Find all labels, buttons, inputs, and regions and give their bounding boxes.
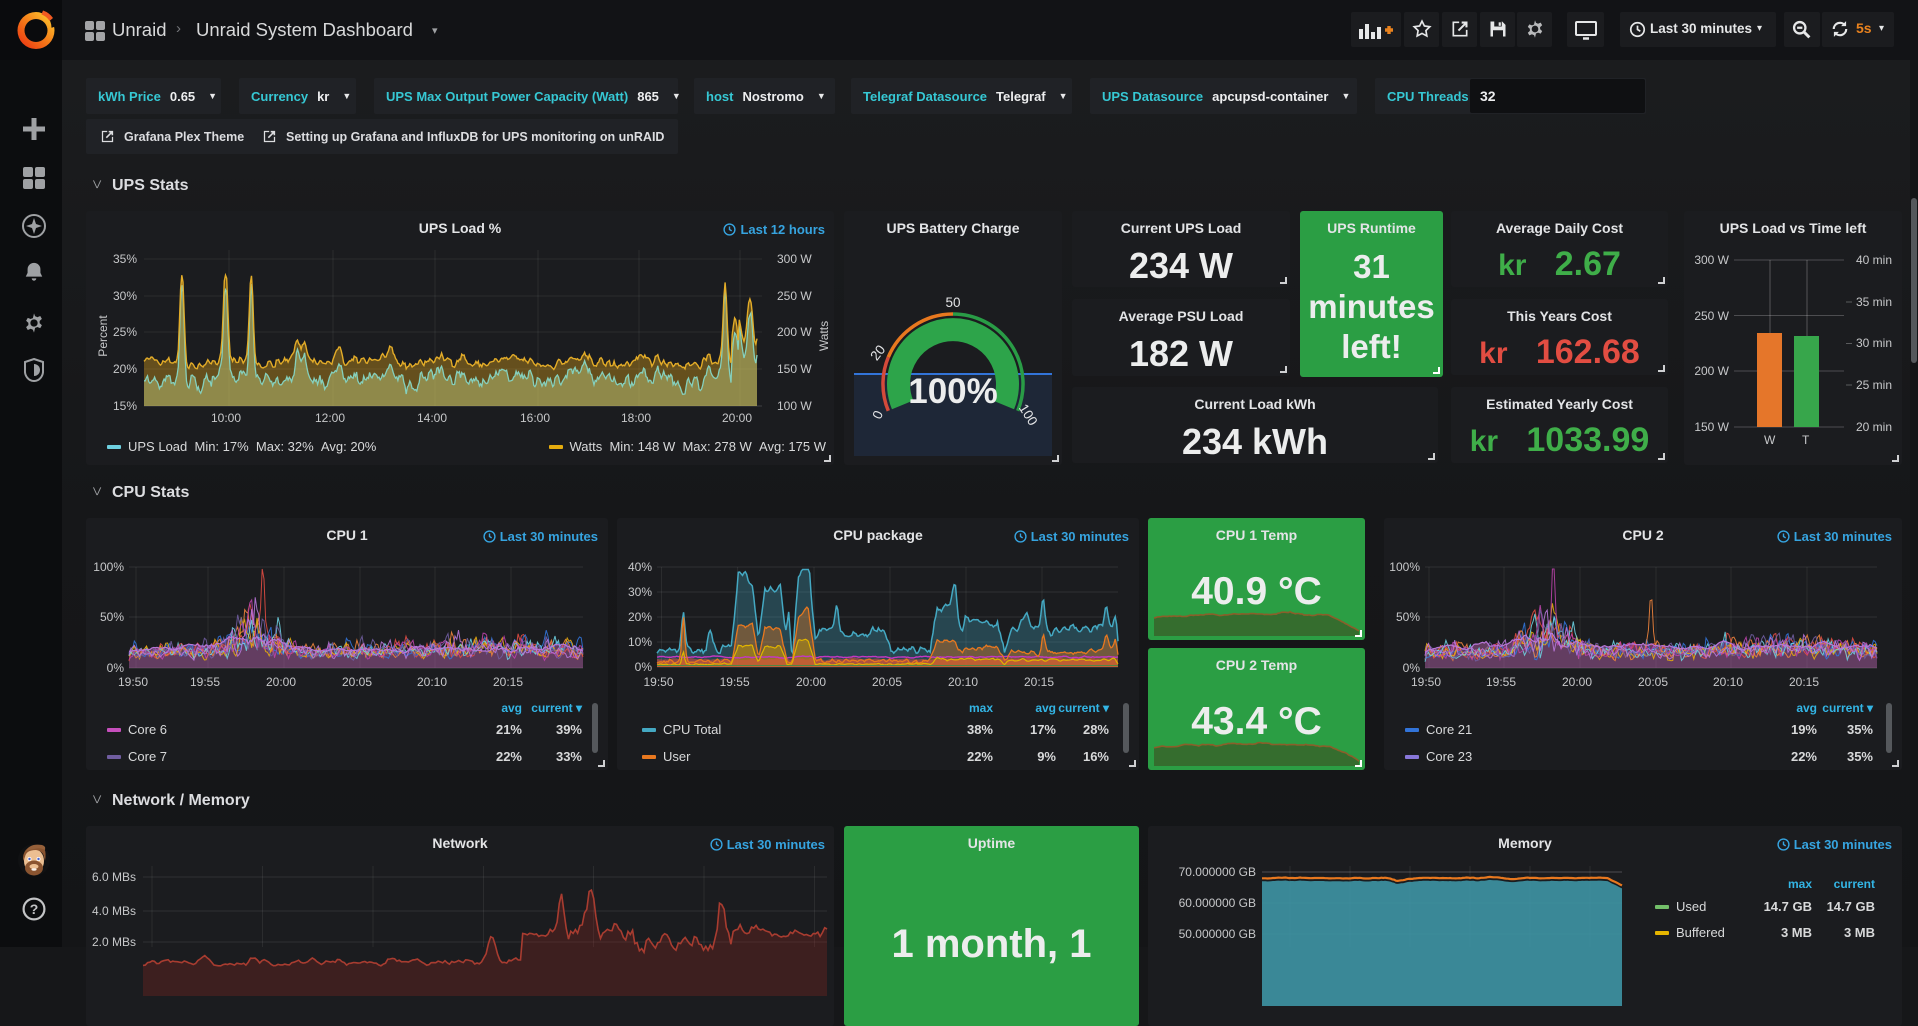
svg-text:20: 20 (867, 342, 888, 363)
svg-text:50: 50 (945, 295, 960, 310)
svg-text:?: ? (30, 901, 39, 917)
